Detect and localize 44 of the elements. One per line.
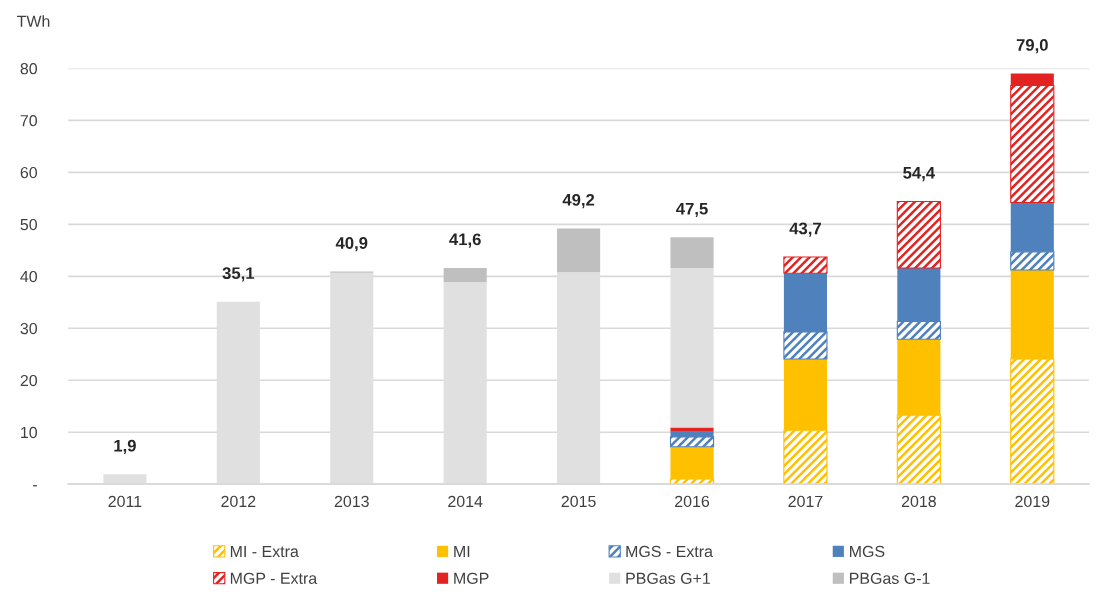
y-tick-label: 20 — [20, 374, 38, 387]
total-label: 79,0 — [1016, 39, 1048, 54]
y-tick-label: 70 — [20, 115, 38, 127]
total-label: 54,4 — [903, 167, 935, 182]
x-tick-label: 2018 — [901, 495, 936, 508]
total-label: 41,6 — [449, 233, 481, 248]
bar — [670, 446, 714, 479]
y-tick-label: 10 — [21, 426, 38, 439]
bar — [557, 228, 601, 273]
total-label: 1,9 — [114, 439, 136, 454]
y-tick-label: 40 — [20, 270, 38, 283]
x-tick-label: 2013 — [334, 495, 369, 508]
x-tick-label: 2016 — [675, 495, 710, 508]
x-tick-label: 2017 — [788, 495, 823, 508]
legend-label: MGS - Extra — [626, 545, 713, 558]
y-tick-label: 80 — [20, 63, 38, 75]
bar — [669, 436, 715, 448]
y-axis-title: TWh — [17, 15, 50, 27]
legend-label: MGP - Extra — [230, 572, 318, 584]
bar — [443, 267, 487, 283]
total-label: 35,1 — [222, 267, 255, 282]
bar — [670, 427, 714, 432]
total-label: 40,9 — [335, 237, 368, 252]
y-tick-label: 30 — [20, 322, 38, 335]
legend-label: MI - Extra — [230, 545, 299, 558]
total-label: 47,5 — [676, 202, 708, 217]
bar — [783, 256, 828, 274]
legend-label: MGS — [850, 545, 885, 558]
y-tick-label: - — [33, 485, 37, 487]
x-tick-label: 2019 — [1015, 495, 1050, 508]
x-tick-label: 2012 — [221, 495, 256, 508]
y-tick-label: 50 — [20, 218, 38, 231]
total-label: 43,7 — [789, 222, 821, 237]
legend-label: MI — [454, 545, 470, 557]
y-tick-label: 60 — [20, 166, 38, 179]
legend-label: MGP — [454, 572, 489, 584]
total-label: 49,2 — [562, 193, 595, 209]
x-tick-label: 2015 — [561, 495, 596, 508]
x-tick-label: 2014 — [448, 495, 483, 508]
legend-label: PBGas G-1 — [850, 572, 930, 584]
legend-label: PBGas G+1 — [626, 572, 710, 584]
x-tick-label: 2011 — [108, 495, 142, 508]
bar — [896, 200, 941, 269]
bar — [670, 237, 714, 268]
